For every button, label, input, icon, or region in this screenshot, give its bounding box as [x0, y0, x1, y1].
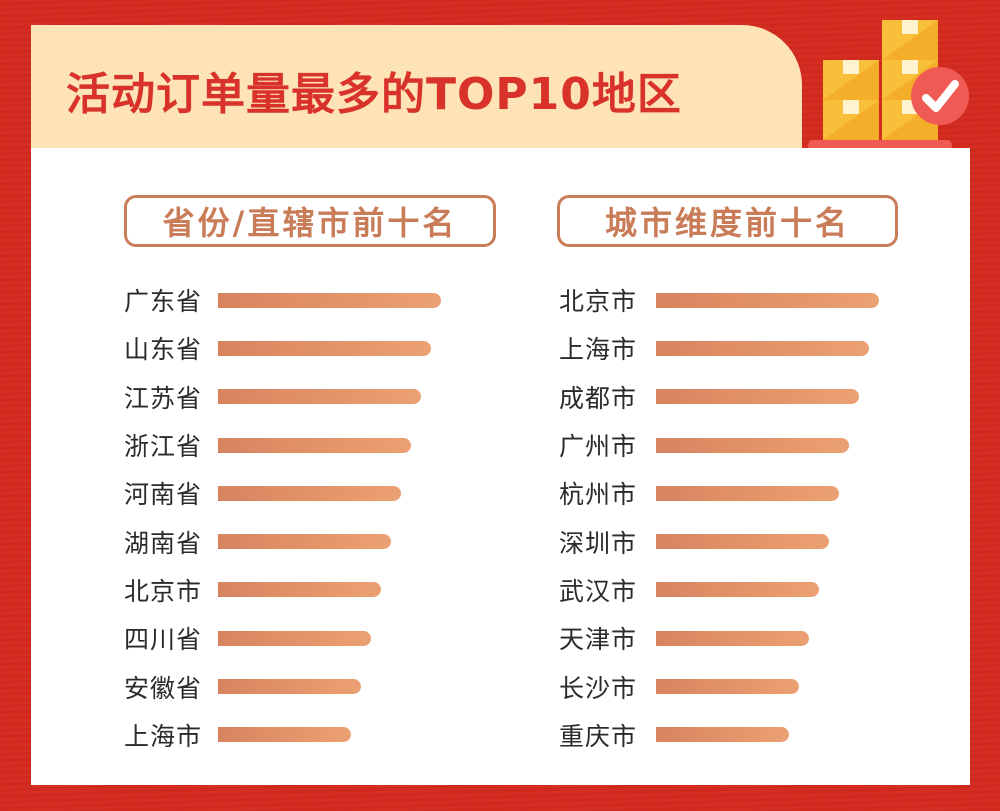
province-label: 北京市 — [124, 576, 203, 606]
province-label: 四川省 — [124, 625, 203, 655]
province-row: 湖南省 — [124, 517, 441, 565]
province-row: 北京市 — [124, 566, 441, 614]
city-bar — [656, 727, 789, 743]
city-bar — [656, 437, 849, 453]
province-bar — [218, 534, 391, 550]
city-row: 长沙市 — [559, 662, 879, 710]
city-label: 深圳市 — [559, 528, 638, 558]
province-bar — [218, 292, 441, 308]
city-label: 天津市 — [559, 625, 638, 655]
province-label: 河南省 — [124, 480, 203, 510]
province-row: 河南省 — [124, 469, 441, 517]
city-row: 深圳市 — [559, 517, 879, 565]
province-row: 四川省 — [124, 614, 441, 662]
province-label: 广东省 — [124, 287, 203, 317]
city-bar — [656, 389, 859, 405]
province-label: 上海市 — [124, 721, 203, 751]
province-row: 安徽省 — [124, 662, 441, 710]
city-bar — [656, 485, 839, 501]
city-bar — [656, 679, 799, 695]
province-row: 广东省 — [124, 276, 441, 324]
province-bar — [218, 485, 401, 501]
city-label: 武汉市 — [559, 576, 638, 606]
city-label: 杭州市 — [559, 480, 638, 510]
city-row: 广州市 — [559, 421, 879, 469]
city-label: 长沙市 — [559, 673, 638, 703]
city-row: 上海市 — [559, 324, 879, 372]
city-section-heading: 城市维度前十名 — [557, 195, 898, 247]
page-title: 活动订单量最多的TOP10地区 — [66, 69, 682, 120]
city-label: 广州市 — [559, 432, 638, 462]
content-panel — [31, 148, 970, 785]
province-label: 山东省 — [124, 335, 203, 365]
city-bar — [656, 534, 829, 550]
header-banner — [31, 25, 802, 151]
package-boxes-check-icon — [808, 20, 969, 150]
city-label: 北京市 — [559, 287, 638, 317]
province-row: 上海市 — [124, 711, 441, 759]
province-label: 湖南省 — [124, 528, 203, 558]
city-bar — [656, 630, 809, 646]
province-bar-chart: 广东省 山东省 江苏省 浙江省 河南省 湖南省 北京市 四川省 安徽省 上海市 — [124, 276, 441, 759]
city-label: 成都市 — [559, 383, 638, 413]
city-bar — [656, 340, 869, 356]
province-bar — [218, 582, 381, 598]
city-bar — [656, 292, 879, 308]
province-row: 山东省 — [124, 324, 441, 372]
province-label: 浙江省 — [124, 432, 203, 462]
city-row: 天津市 — [559, 614, 879, 662]
province-label: 江苏省 — [124, 383, 203, 413]
city-bar — [656, 582, 819, 598]
city-label: 上海市 — [559, 335, 638, 365]
province-bar — [218, 679, 361, 695]
city-row: 杭州市 — [559, 469, 879, 517]
province-bar — [218, 340, 431, 356]
city-row: 成都市 — [559, 373, 879, 421]
province-bar — [218, 389, 421, 405]
city-row: 北京市 — [559, 276, 879, 324]
city-row: 重庆市 — [559, 711, 879, 759]
province-row: 江苏省 — [124, 373, 441, 421]
city-row: 武汉市 — [559, 566, 879, 614]
province-row: 浙江省 — [124, 421, 441, 469]
province-bar — [218, 437, 411, 453]
city-label: 重庆市 — [559, 721, 638, 751]
province-label: 安徽省 — [124, 673, 203, 703]
province-bar — [218, 630, 371, 646]
city-bar-chart: 北京市 上海市 成都市 广州市 杭州市 深圳市 武汉市 天津市 长沙市 重庆市 — [559, 276, 879, 759]
province-bar — [218, 727, 351, 743]
province-section-heading: 省份/直辖市前十名 — [124, 195, 496, 247]
